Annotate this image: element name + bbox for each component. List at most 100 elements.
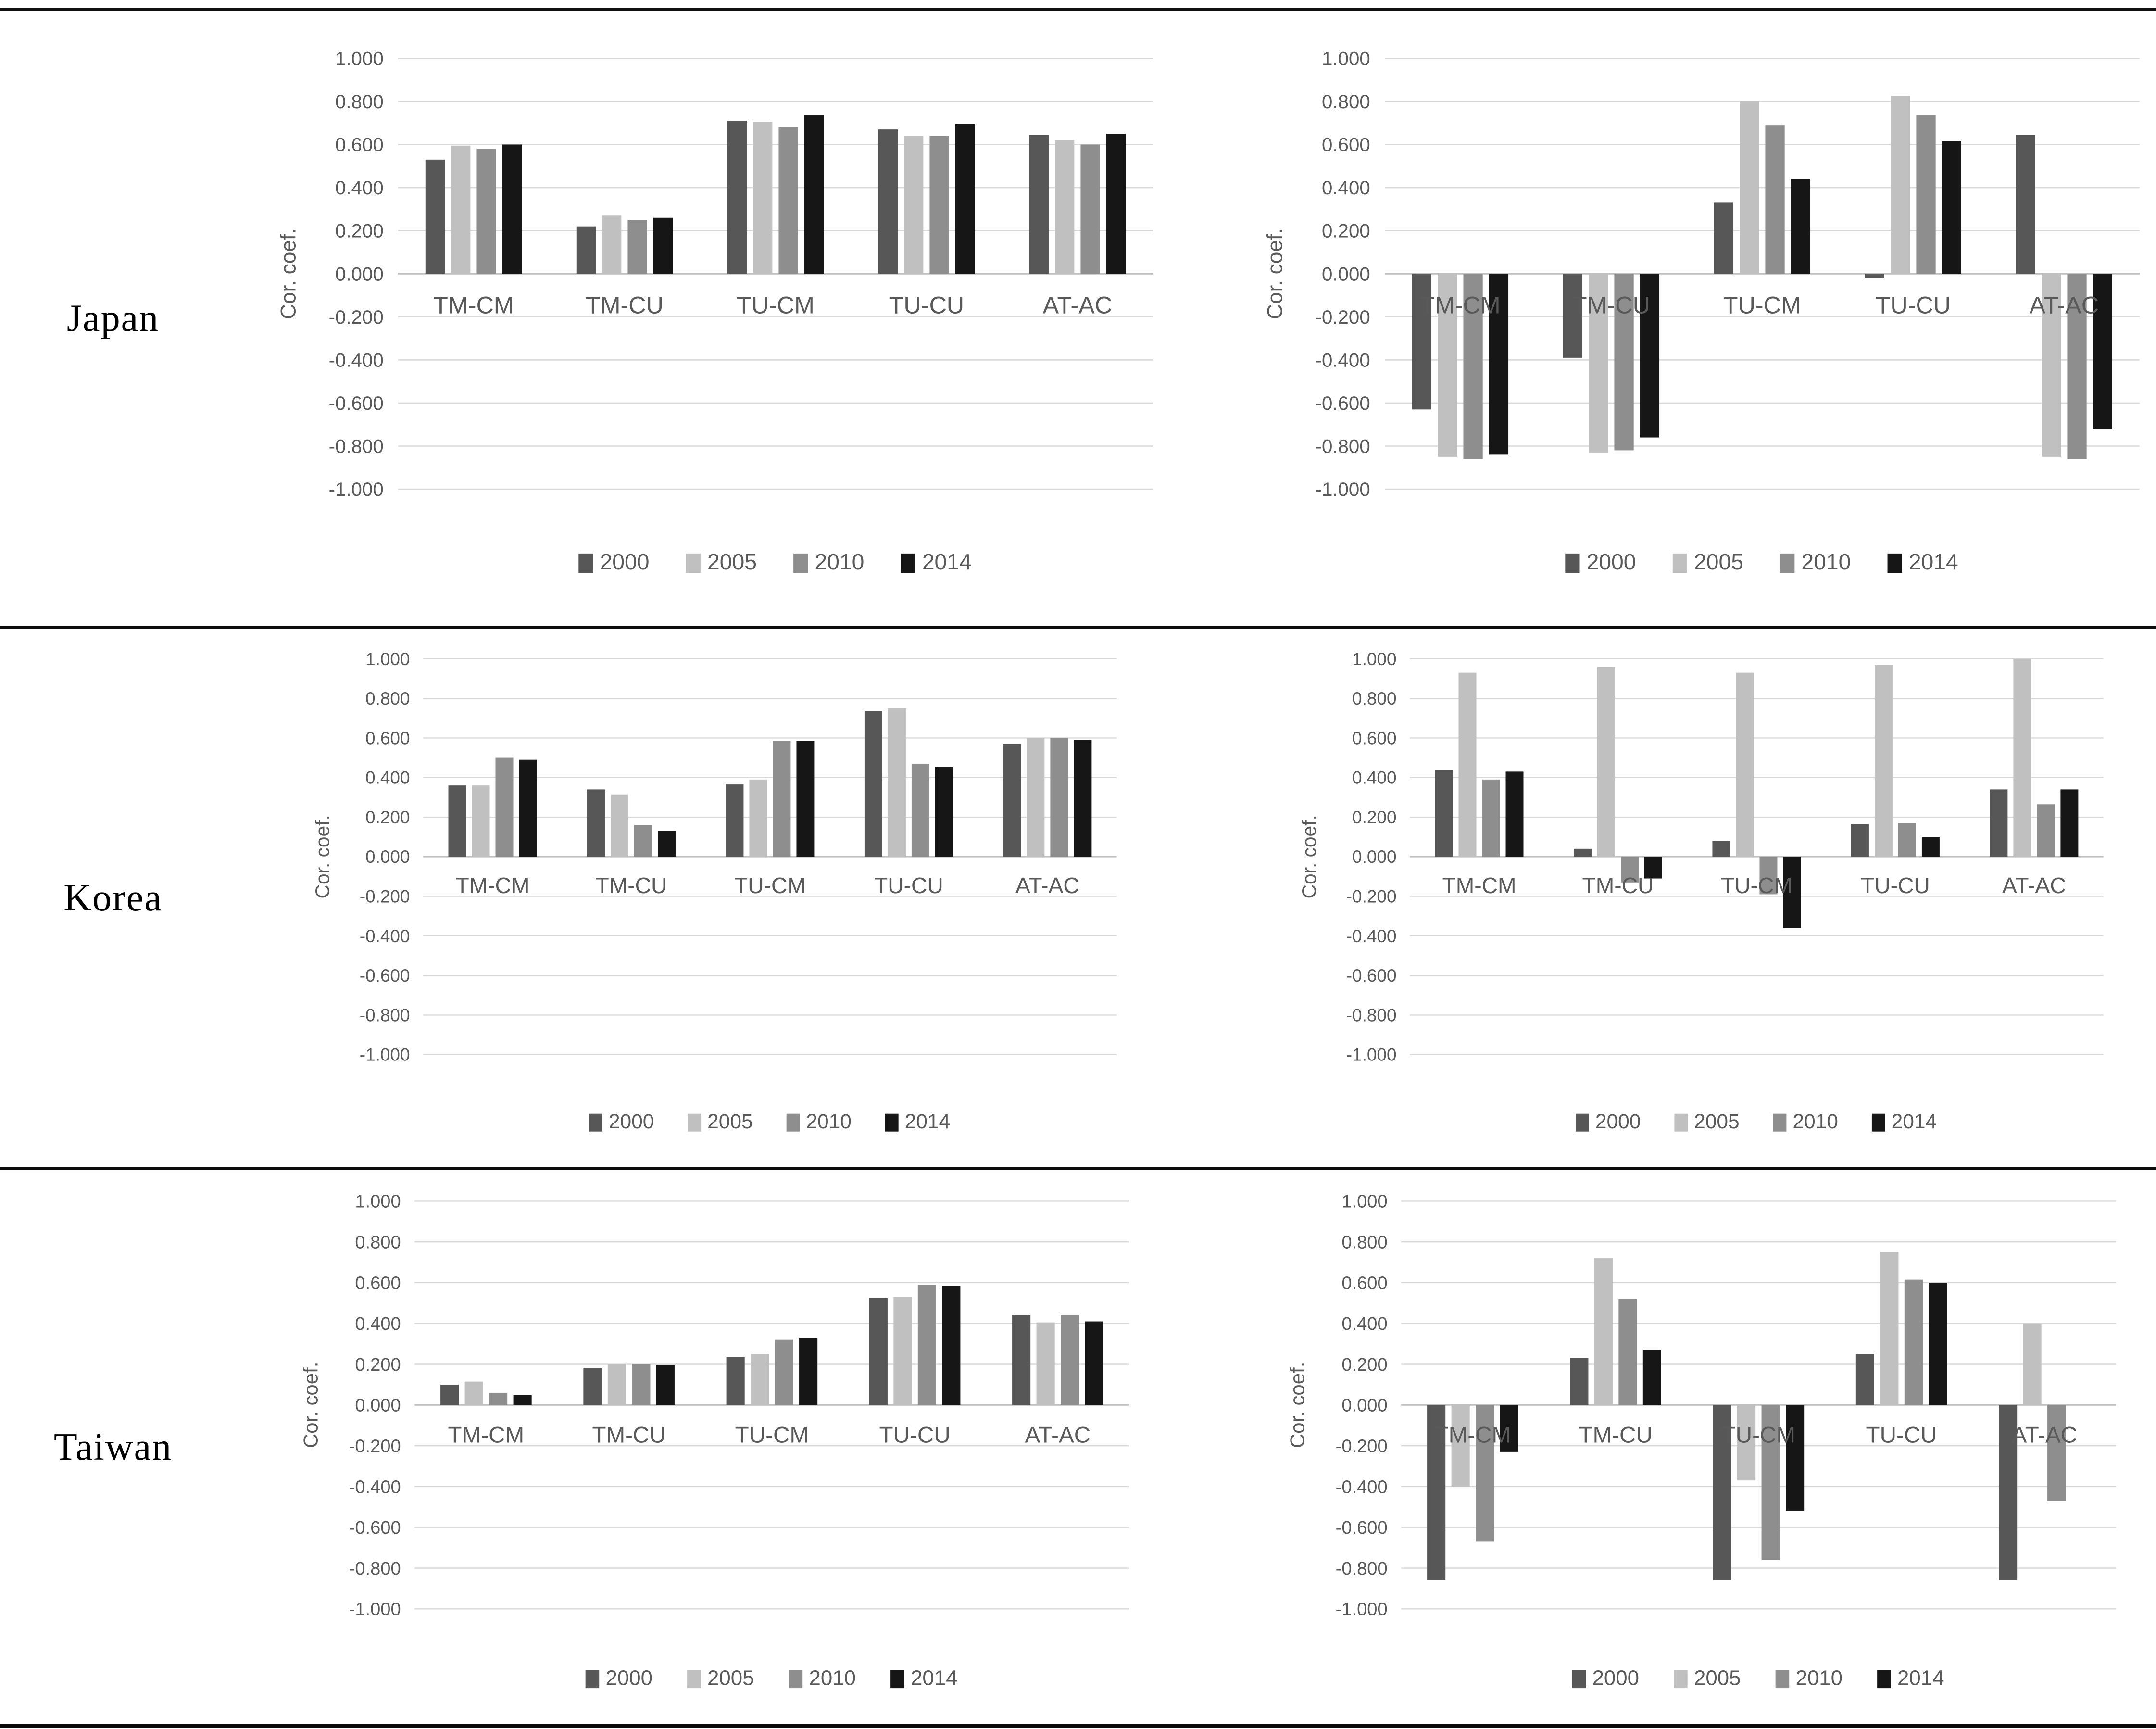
y-tick-label: -0.800 (1316, 435, 1370, 457)
charts-taiwan: 1.000 0.800 0.600 0.400 0.200 0.000 -0.200 -0.4… (226, 1170, 2156, 1724)
legend-marker-2010 (789, 1669, 803, 1688)
legend-label-2014: 2014 (1892, 1110, 1937, 1133)
y-tick-label: 0.000 (355, 1395, 401, 1415)
legend-marker-2010 (786, 1113, 800, 1132)
bar-2014-TU-CU (1942, 141, 1962, 274)
bar-2014-AT-AC (1085, 1321, 1103, 1405)
bar-2005-TM-CU (607, 1364, 626, 1405)
y-tick-label: 0.600 (1322, 134, 1370, 155)
chart-svg-taiwan-right: 1.000 0.800 0.600 0.400 0.200 0.000 -0.200 -0.4… (1286, 1191, 2116, 1690)
bar-2000-TU-CM (1712, 841, 1730, 857)
bar-2005-TM-CM (451, 145, 471, 274)
bar-2005-TM-CU (1594, 1258, 1613, 1405)
y-axis-tick-labels: 1.000 0.800 0.600 0.400 0.200 0.000 -0.200 -0.4… (329, 48, 384, 500)
bar-2000-TM-CU (587, 789, 605, 857)
bars (425, 115, 1126, 274)
y-axis-tick-labels: 1.000 0.800 0.600 0.400 0.200 0.000 -0.200 -0.4… (1316, 48, 1370, 500)
bar-2014-TM-CU (1640, 273, 1660, 438)
y-tick-label: 0.600 (1352, 729, 1397, 748)
bar-2000-TM-CM (448, 785, 466, 857)
bar-2000-TU-CU (1851, 824, 1869, 857)
legend-label-2000: 2000 (606, 1666, 652, 1690)
bar-2000-TU-CU (878, 129, 898, 274)
y-tick-label: 0.000 (1322, 263, 1370, 285)
legend-label-2014: 2014 (1897, 1666, 1944, 1690)
chart-svg-japan-left: 1.000 0.800 0.600 0.400 0.200 0.000 -0.200 -0.4… (277, 48, 1153, 574)
bar-2005-TM-CM (1451, 1404, 1470, 1487)
y-tick-label: -0.200 (1316, 306, 1370, 328)
y-tick-label: -0.400 (329, 349, 384, 371)
bar-2000-TU-CM (726, 1357, 745, 1405)
bar-2005-TU-CM (753, 122, 773, 274)
category-label-TM-CM: TM-CM (1420, 291, 1501, 318)
bar-2005-TU-CU (893, 1297, 912, 1405)
y-tick-label: 0.000 (1341, 1395, 1387, 1415)
category-label-TU-CU: TU-CU (1861, 873, 1930, 898)
bar-2005-AT-AC (2042, 273, 2061, 457)
bar-2005-AT-AC (1036, 1322, 1055, 1405)
legend-marker-2005 (687, 1669, 701, 1688)
row-label-cell-korea: Korea (0, 629, 226, 1167)
y-axis-title: Cor. coef. (1298, 815, 1320, 898)
legend-marker-2014 (901, 553, 915, 573)
bar-2010-TM-CM (489, 1392, 508, 1405)
y-tick-label: -0.600 (349, 1518, 401, 1538)
legend-label-2010: 2010 (1796, 1666, 1843, 1690)
y-tick-label: -1.000 (349, 1599, 401, 1619)
y-tick-label: -0.200 (1336, 1436, 1388, 1456)
y-tick-label: 0.800 (1341, 1232, 1387, 1252)
bar-2005-TU-CM (1740, 101, 1759, 274)
bar-2000-AT-AC (1990, 789, 2008, 857)
y-axis-title: Cor. coef. (1286, 1362, 1308, 1448)
bar-2005-TU-CU (904, 136, 924, 274)
category-label-TM-CU: TM-CU (596, 873, 667, 898)
divider-rule-1 (0, 626, 2156, 629)
bar-2010-AT-AC (2047, 1404, 2066, 1501)
bar-2014-TM-CM (519, 759, 537, 857)
bar-2014-TU-CM (1786, 1404, 1805, 1511)
bar-2014-TU-CM (804, 115, 824, 274)
legend: 2000 2005 2010 2014 (578, 549, 972, 574)
legend-marker-2005 (1672, 553, 1687, 573)
bars (1427, 1251, 2066, 1580)
legend-label-2014: 2014 (922, 549, 972, 574)
y-tick-label: -0.600 (1316, 392, 1370, 414)
bar-2005-AT-AC (1027, 738, 1045, 857)
y-tick-label: 0.200 (1352, 808, 1397, 827)
y-tick-label: 0.200 (365, 808, 410, 827)
y-tick-label: -0.800 (349, 1558, 401, 1578)
category-label-TU-CU: TU-CU (879, 1422, 951, 1448)
bar-2000-AT-AC (1003, 744, 1021, 857)
top-rule (0, 8, 2156, 11)
bar-2014-TU-CM (1791, 178, 1811, 274)
legend-marker-2010 (1775, 1669, 1790, 1688)
bar-2010-TM-CM (1482, 780, 1500, 857)
bar-2005-TM-CM (1438, 273, 1457, 457)
bar-2010-AT-AC (2037, 804, 2055, 857)
chart-japan-left: 1.000 0.800 0.600 0.400 0.200 0.000 -0.200 -0.4… (253, 11, 1163, 626)
category-label-TU-CM: TU-CM (737, 291, 815, 318)
bar-2014-TU-CU (935, 767, 953, 857)
bar-2010-TU-CU (917, 1284, 936, 1405)
y-tick-label: 0.200 (355, 1354, 401, 1375)
legend-marker-2010 (1773, 1113, 1787, 1132)
y-tick-label: -1.000 (1346, 1045, 1397, 1065)
y-tick-label: -0.400 (349, 1477, 401, 1497)
y-tick-label: -0.800 (329, 435, 384, 457)
category-label-TM-CM: TM-CM (1435, 1422, 1511, 1448)
category-label-TU-CM: TU-CM (1723, 291, 1801, 318)
bar-2010-AT-AC (1061, 1315, 1079, 1405)
bar-2014-TM-CU (1642, 1350, 1661, 1405)
legend: 2000 2005 2010 2014 (1576, 1110, 1937, 1133)
y-tick-label: -0.800 (1336, 1558, 1388, 1578)
legend-label-2010: 2010 (1801, 549, 1851, 574)
y-tick-label: -0.800 (360, 1006, 410, 1025)
legend-label-2000: 2000 (1592, 1666, 1639, 1690)
bar-2005-AT-AC (1055, 140, 1075, 274)
bar-2010-TM-CU (632, 1364, 651, 1405)
bar-2000-TM-CM (440, 1384, 459, 1405)
category-label-AT-AC: AT-AC (2030, 291, 2099, 318)
y-tick-label: -0.400 (1336, 1477, 1388, 1497)
bar-2010-TU-CM (1761, 1404, 1780, 1560)
y-tick-label: 0.600 (355, 1273, 401, 1293)
